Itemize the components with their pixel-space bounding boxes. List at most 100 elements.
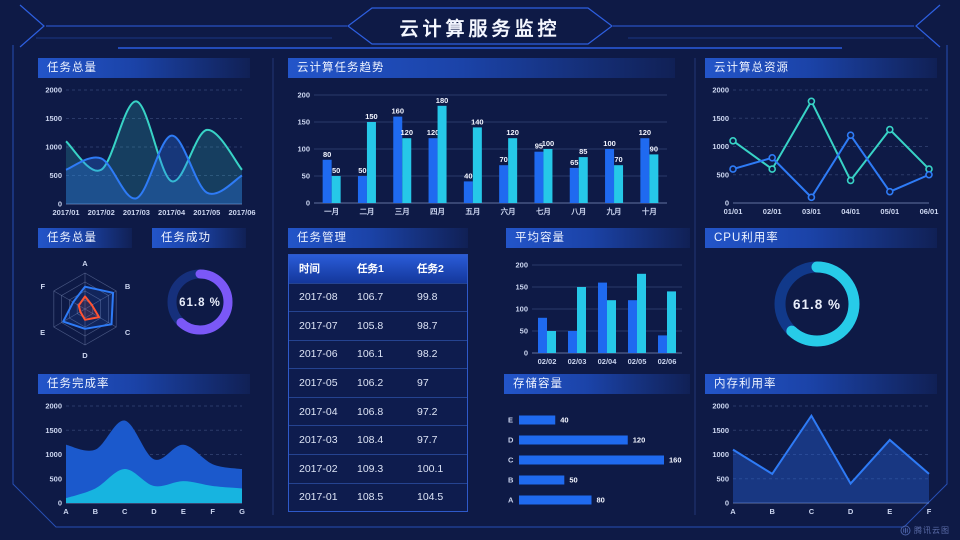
panel-title-task-management: 任务管理 bbox=[288, 228, 468, 248]
task-total-chart: 0 500 1000 1500 2000 2017/01 2017/02 2017/03 201… bbox=[38, 82, 255, 218]
svg-text:50: 50 bbox=[358, 166, 366, 175]
svg-text:2017/04: 2017/04 bbox=[158, 208, 186, 217]
svg-text:100: 100 bbox=[603, 139, 616, 148]
panel-average-capacity: 平均容量 0 50 100 150 200 02/02 02/03 02/04 02/05 02/… bbox=[506, 228, 690, 366]
svg-text:01/01: 01/01 bbox=[724, 207, 743, 216]
svg-text:61.8 %: 61.8 % bbox=[793, 297, 841, 312]
table-cell: 2017-06 bbox=[299, 348, 338, 361]
svg-text:一月: 一月 bbox=[324, 207, 339, 216]
panel-storage-capacity: 存储容量 E 40 D 120 C 160 B 50 A 80 bbox=[504, 374, 690, 516]
svg-text:90: 90 bbox=[650, 144, 658, 153]
svg-text:E: E bbox=[508, 416, 513, 425]
svg-text:180: 180 bbox=[436, 96, 449, 105]
svg-text:200: 200 bbox=[515, 261, 528, 270]
svg-text:1000: 1000 bbox=[45, 143, 62, 152]
memory-svg: 0 500 1000 1500 2000 A B C D E F bbox=[712, 402, 931, 517]
table-cell: 2017-03 bbox=[299, 434, 338, 447]
svg-text:B: B bbox=[769, 507, 775, 516]
avg-svg: 0 50 100 150 200 02/02 02/03 02/04 02/05 02/06 bbox=[515, 261, 682, 366]
panel-title-cpu-usage: CPU利用率 bbox=[705, 228, 937, 248]
svg-text:十月: 十月 bbox=[642, 206, 657, 216]
svg-text:05/01: 05/01 bbox=[880, 207, 899, 216]
table-cell: 2017-08 bbox=[299, 291, 338, 304]
panel-task-success: 任务成功 bbox=[152, 228, 246, 248]
table-row: 2017-07 105.8 98.7 bbox=[289, 311, 467, 340]
storage-svg: E 40 D 120 C 160 B 50 A 80 bbox=[508, 415, 682, 505]
svg-text:70: 70 bbox=[614, 155, 622, 164]
cpu-svg: 61.8 % bbox=[774, 261, 860, 347]
svg-text:0: 0 bbox=[58, 499, 62, 508]
svg-text:500: 500 bbox=[716, 474, 729, 483]
svg-text:F: F bbox=[210, 507, 215, 516]
table-cell: 2017-01 bbox=[299, 491, 338, 504]
cloud-task-trend-chart: 0 50 100 150 200 一月 二月 三月 四月 五月 六月 七月 八月 九月 十月 80 50 160 1… bbox=[288, 82, 675, 216]
table-row: 2017-06 106.1 98.2 bbox=[289, 339, 467, 369]
svg-text:02/06: 02/06 bbox=[658, 357, 677, 366]
table-cell: 108.4 bbox=[357, 434, 384, 447]
svg-text:61.8 %: 61.8 % bbox=[179, 297, 221, 309]
table-header-cell: 任务2 bbox=[417, 263, 444, 276]
svg-text:150: 150 bbox=[365, 112, 378, 121]
task-total-radar-chart: A B C D E F bbox=[28, 248, 142, 366]
svg-text:A: A bbox=[730, 507, 736, 516]
table-header-cell: 时间 bbox=[299, 263, 320, 276]
table-row: 2017-01 108.5 104.5 bbox=[289, 482, 467, 512]
table-row: 2017-04 106.8 97.2 bbox=[289, 396, 467, 426]
panel-cloud-task-trend: 云计算任务趋势 0 50 100 150 200 一月 二月 三月 四月 五月 六月 七月 八月 九月 十月… bbox=[288, 58, 675, 216]
svg-text:1500: 1500 bbox=[712, 426, 729, 435]
page-title: 云计算服务监控 bbox=[399, 19, 561, 40]
svg-text:0: 0 bbox=[725, 199, 729, 208]
svg-text:02/04: 02/04 bbox=[598, 357, 618, 366]
svg-text:100: 100 bbox=[515, 305, 528, 314]
svg-text:C: C bbox=[125, 328, 131, 337]
svg-text:B: B bbox=[125, 282, 131, 291]
svg-text:2017/05: 2017/05 bbox=[193, 208, 220, 217]
table-cell: 105.8 bbox=[357, 319, 384, 332]
svg-text:A: A bbox=[508, 496, 514, 505]
table-cell: 97.7 bbox=[417, 434, 438, 447]
panel-task-total-radar: 任务总量 bbox=[38, 228, 132, 248]
svg-text:2000: 2000 bbox=[712, 402, 729, 411]
panel-title-storage-capacity: 存储容量 bbox=[504, 374, 690, 394]
watermark: 腾讯云图 bbox=[900, 525, 950, 536]
svg-text:120: 120 bbox=[427, 128, 440, 137]
task_total-svg: 0 500 1000 1500 2000 2017/01 2017/02 2017/03 201… bbox=[45, 86, 255, 218]
svg-text:65: 65 bbox=[570, 158, 578, 167]
svg-text:六月: 六月 bbox=[501, 206, 516, 216]
svg-text:九月: 九月 bbox=[606, 206, 622, 216]
storage-capacity-chart: E 40 D 120 C 160 B 50 A 80 bbox=[504, 398, 690, 516]
svg-text:03/01: 03/01 bbox=[802, 207, 821, 216]
table-cell: 97.2 bbox=[417, 405, 438, 418]
svg-text:500: 500 bbox=[49, 171, 62, 180]
table-row: 2017-02 109.3 100.1 bbox=[289, 453, 467, 483]
svg-text:七月: 七月 bbox=[536, 206, 551, 216]
table-cell: 98.2 bbox=[417, 348, 438, 361]
cloud-resources-chart: 0 500 1000 1500 2000 01/01 02/01 03/01 04/01 05/0… bbox=[705, 82, 939, 217]
svg-text:D: D bbox=[151, 507, 157, 516]
svg-text:50: 50 bbox=[332, 166, 340, 175]
svg-text:70: 70 bbox=[499, 155, 507, 164]
svg-text:40: 40 bbox=[560, 416, 568, 425]
svg-text:06/01: 06/01 bbox=[920, 207, 939, 216]
table-cell: 106.7 bbox=[357, 291, 384, 304]
table-cell: 2017-02 bbox=[299, 462, 338, 475]
svg-text:0: 0 bbox=[725, 499, 729, 508]
panel-task-completion: 任务完成率 0 500 1000 1500 2000 A B C D E F G bbox=[38, 374, 250, 516]
svg-text:100: 100 bbox=[542, 139, 555, 148]
svg-text:2017/06: 2017/06 bbox=[228, 208, 255, 217]
panel-title-average-capacity: 平均容量 bbox=[506, 228, 690, 248]
panel-cloud-resources: 云计算总资源 0 500 1000 1500 2000 01/01 02/01 03/01 04… bbox=[705, 58, 939, 217]
svg-text:1000: 1000 bbox=[45, 450, 62, 459]
cloud-logo-icon bbox=[900, 525, 911, 536]
svg-text:80: 80 bbox=[323, 150, 331, 159]
svg-text:D: D bbox=[82, 351, 88, 360]
svg-text:2000: 2000 bbox=[45, 86, 62, 95]
svg-text:2017/02: 2017/02 bbox=[88, 208, 115, 217]
table-cell: 2017-05 bbox=[299, 377, 338, 390]
svg-text:八月: 八月 bbox=[570, 207, 586, 216]
svg-text:D: D bbox=[848, 507, 854, 516]
panel-title-cloud-task-trend: 云计算任务趋势 bbox=[288, 58, 675, 78]
table-cell: 108.5 bbox=[357, 491, 384, 504]
svg-text:85: 85 bbox=[579, 147, 587, 156]
